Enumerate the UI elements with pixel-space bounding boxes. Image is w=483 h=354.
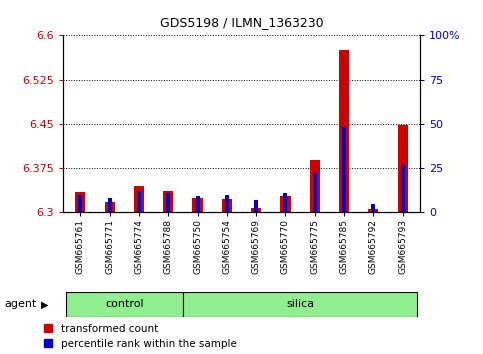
Bar <box>284 193 287 212</box>
Bar <box>163 190 173 212</box>
Bar <box>66 292 183 317</box>
Legend: transformed count, percentile rank within the sample: transformed count, percentile rank withi… <box>44 324 236 349</box>
Bar <box>371 204 375 212</box>
Bar <box>398 125 408 212</box>
Bar <box>183 292 417 317</box>
Bar <box>280 196 291 212</box>
Text: control: control <box>105 299 143 309</box>
Bar <box>368 210 379 212</box>
Bar <box>108 198 112 212</box>
Bar <box>400 165 405 212</box>
Bar <box>251 208 261 212</box>
Bar <box>225 195 229 212</box>
Bar <box>313 173 317 212</box>
Bar <box>192 198 203 212</box>
Bar <box>342 127 346 212</box>
Text: silica: silica <box>286 299 314 309</box>
Bar <box>339 50 349 212</box>
Bar <box>196 196 199 212</box>
Bar <box>78 195 83 212</box>
Text: GDS5198 / ILMN_1363230: GDS5198 / ILMN_1363230 <box>160 16 323 29</box>
Text: ▶: ▶ <box>41 299 49 309</box>
Bar <box>222 199 232 212</box>
Bar <box>166 193 170 212</box>
Text: agent: agent <box>5 299 37 309</box>
Bar <box>104 202 115 212</box>
Bar <box>254 200 258 212</box>
Bar <box>75 192 85 212</box>
Bar <box>134 186 144 212</box>
Bar <box>137 191 141 212</box>
Bar <box>310 160 320 212</box>
